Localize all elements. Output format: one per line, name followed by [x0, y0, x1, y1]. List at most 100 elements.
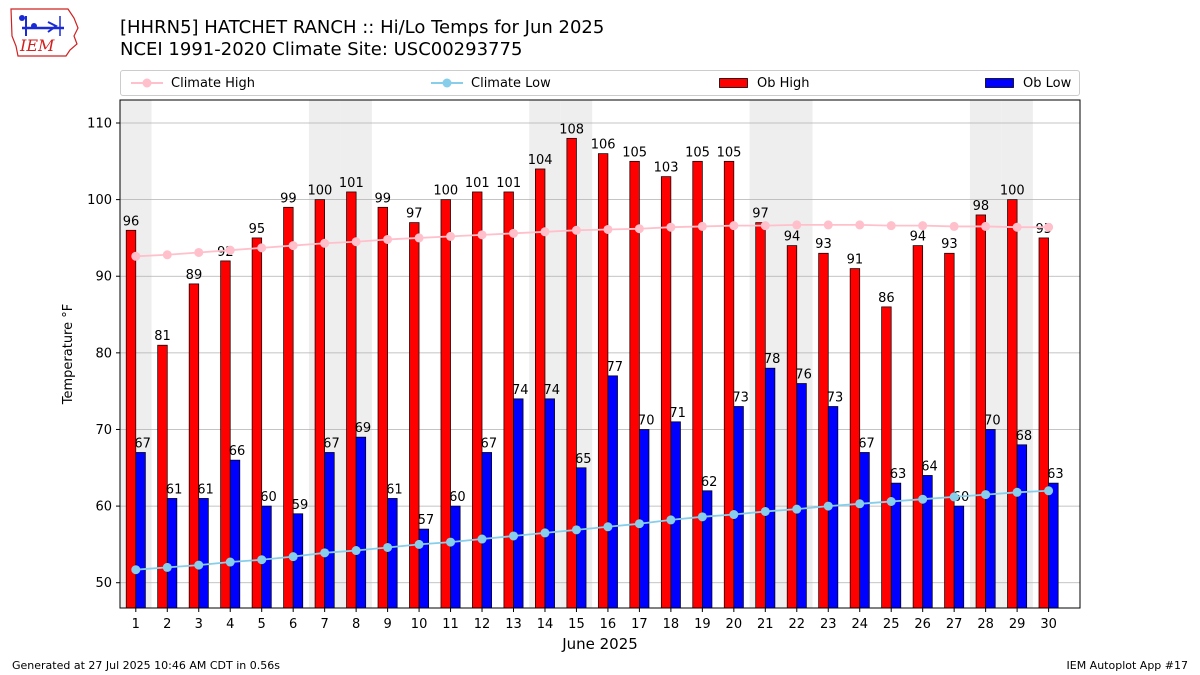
data-label-ob-low: 59: [292, 498, 309, 513]
bar-ob-low: [796, 383, 807, 609]
point-climate-low: [949, 492, 959, 502]
bar-ob-high: [975, 214, 986, 609]
bar-ob-high: [251, 237, 263, 609]
bar-ob-high: [912, 245, 924, 609]
x-tick-label: 9: [383, 617, 391, 632]
data-label-ob-low: 73: [827, 390, 844, 405]
x-tick-label: 11: [442, 617, 459, 632]
bar-ob-low: [198, 498, 209, 609]
x-tick-label: 27: [946, 617, 963, 632]
data-label-ob-high: 89: [186, 268, 203, 283]
x-tick-label: 16: [600, 617, 617, 632]
x-tick-label: 10: [411, 617, 428, 632]
point-climate-low: [571, 525, 581, 535]
point-climate-high: [760, 221, 770, 231]
legend-label-climate-low: Climate Low: [471, 75, 551, 91]
point-climate-high: [131, 251, 141, 261]
bar-ob-high: [440, 199, 451, 609]
point-climate-low: [634, 519, 644, 529]
x-tick-label: 13: [505, 617, 522, 632]
legend-swatch-icon: [719, 78, 748, 88]
legend-item-climate-low: Climate Low: [431, 71, 551, 95]
point-climate-low: [351, 546, 361, 556]
chart-legend: Climate High Climate Low Ob High Ob Low: [120, 70, 1080, 96]
data-label-ob-high: 93: [941, 237, 958, 252]
bar-ob-low: [764, 367, 776, 609]
bar-ob-high: [597, 153, 609, 609]
point-climate-low: [414, 539, 424, 549]
bar-ob-low: [639, 429, 650, 609]
bar-ob-high: [283, 206, 294, 609]
bar-ob-low: [1048, 482, 1059, 609]
bar-ob-low: [229, 459, 241, 609]
data-label-ob-high: 94: [784, 230, 801, 245]
data-label-ob-low: 66: [229, 444, 246, 459]
bar-ob-low: [166, 498, 178, 609]
data-label-ob-low: 67: [323, 436, 340, 451]
line-climate-high: [135, 223, 1049, 258]
data-label-ob-high: 108: [559, 122, 584, 137]
x-tick-label: 4: [226, 617, 234, 632]
point-climate-low: [603, 522, 613, 532]
point-climate-high: [855, 220, 865, 230]
bar-ob-high: [346, 191, 357, 609]
point-climate-low: [886, 496, 896, 506]
point-climate-high: [697, 221, 707, 231]
point-climate-low: [383, 542, 393, 552]
legend-line-marker-icon: [431, 78, 463, 88]
point-climate-low: [509, 531, 519, 541]
point-climate-low: [446, 537, 456, 547]
bar-ob-low: [702, 490, 713, 609]
bar-ob-high: [125, 229, 137, 609]
legend-line-marker-icon: [131, 78, 163, 88]
data-label-ob-high: 100: [433, 184, 458, 199]
x-tick-label: 15: [568, 617, 585, 632]
bar-ob-low: [387, 498, 398, 609]
bar-ob-high: [472, 191, 483, 609]
point-climate-high: [194, 247, 204, 257]
legend-label-ob-high: Ob High: [757, 75, 810, 91]
point-climate-low: [697, 512, 707, 522]
chart-subtitle: NCEI 1991-2020 Climate Site: USC00293775: [120, 39, 523, 60]
point-climate-low: [918, 494, 928, 504]
point-climate-high: [162, 250, 172, 260]
point-climate-high: [886, 221, 896, 231]
x-tick-label: 7: [321, 617, 329, 632]
point-climate-high: [603, 224, 613, 234]
data-label-ob-high: 105: [622, 145, 647, 160]
data-label-ob-low: 67: [481, 436, 498, 451]
data-label-ob-high: 94: [910, 230, 927, 245]
plot-frame: [119, 99, 1081, 609]
legend-label-climate-high: Climate High: [171, 75, 256, 91]
data-label-ob-low: 77: [606, 360, 623, 375]
data-label-ob-low: 63: [890, 467, 907, 482]
y-tick-label: 100: [87, 193, 112, 208]
bar-ob-high: [881, 306, 892, 609]
data-label-ob-high: 99: [280, 191, 297, 206]
point-climate-high: [477, 230, 487, 240]
data-label-ob-low: 60: [449, 490, 466, 505]
point-climate-low: [729, 510, 739, 520]
bar-ob-high: [409, 222, 420, 609]
bar-ob-high: [1007, 199, 1018, 609]
bar-ob-low: [607, 375, 618, 609]
point-climate-high: [351, 237, 361, 247]
point-climate-low: [981, 490, 991, 500]
generated-timestamp: Generated at 27 Jul 2025 10:46 AM CDT in…: [12, 659, 280, 672]
point-climate-low: [477, 534, 487, 544]
x-tick-label: 5: [258, 617, 266, 632]
data-label-ob-high: 91: [847, 253, 864, 268]
point-climate-high: [981, 221, 991, 231]
y-tick-label: 70: [95, 423, 112, 438]
data-label-ob-high: 106: [591, 138, 616, 153]
point-climate-low: [1044, 486, 1054, 496]
x-tick-label: 12: [474, 617, 491, 632]
data-label-ob-high: 86: [878, 291, 895, 306]
y-tick-label: 60: [95, 500, 112, 515]
point-climate-high: [823, 220, 833, 230]
point-climate-high: [729, 221, 739, 231]
data-label-ob-low: 61: [166, 482, 183, 497]
data-label-ob-low: 68: [1016, 429, 1033, 444]
point-climate-high: [257, 243, 267, 253]
